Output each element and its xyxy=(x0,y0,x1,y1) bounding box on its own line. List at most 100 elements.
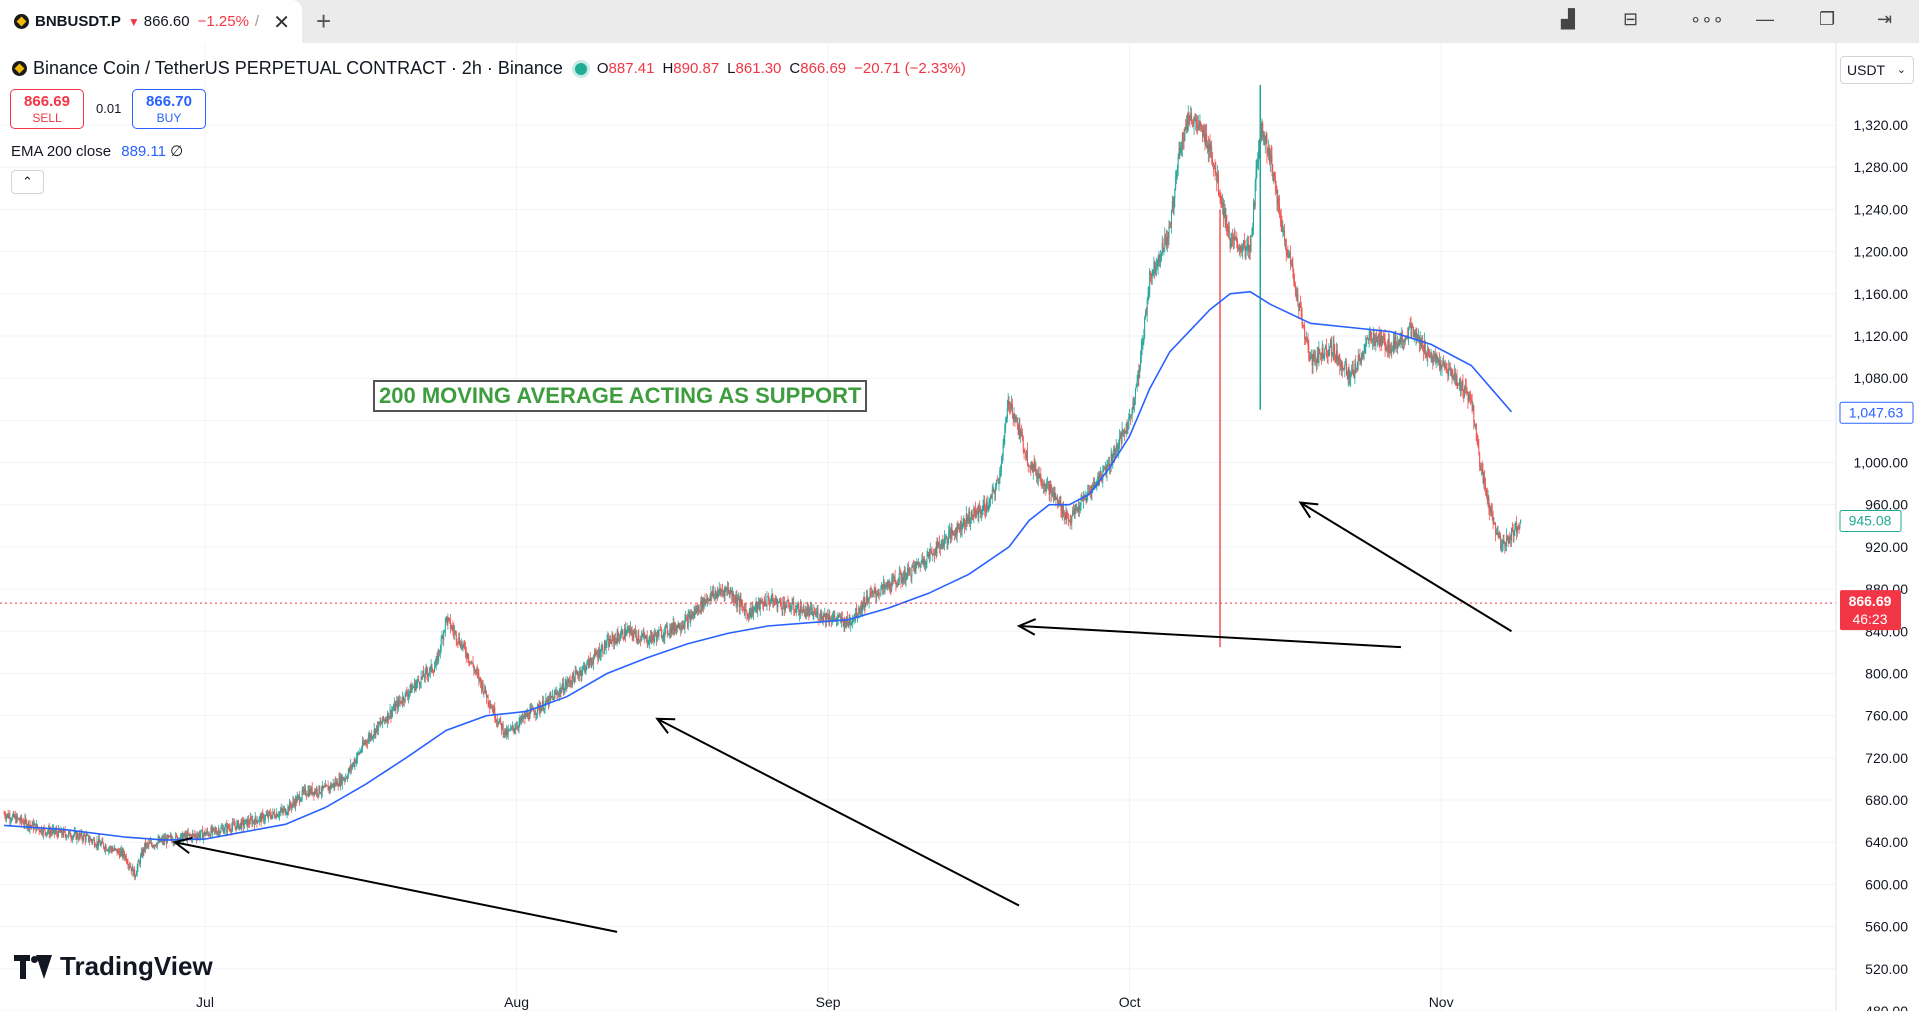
close-tab-icon[interactable]: ✕ xyxy=(273,12,290,34)
candle-body xyxy=(997,480,999,484)
candle-body xyxy=(389,710,391,717)
tab-bnbusdt[interactable]: BNBUSDT.P ▼ 866.60 −1.25% / ✕ xyxy=(0,0,302,43)
price-chart[interactable]: 480.00520.00560.00600.00640.00680.00720.… xyxy=(0,43,1919,1011)
candle-body xyxy=(838,615,840,617)
ema-indicator-legend[interactable]: EMA 200 close 889.11 ∅ xyxy=(11,142,183,160)
candle-body xyxy=(1417,337,1419,340)
candle-body xyxy=(1462,380,1464,393)
candle-body xyxy=(631,629,633,635)
candle-body xyxy=(352,762,354,765)
candle-body xyxy=(6,815,8,819)
arrow-shaft xyxy=(174,841,618,933)
candle-body xyxy=(232,822,234,827)
candle-body xyxy=(1107,464,1109,465)
candle-body xyxy=(839,616,841,618)
candle-body xyxy=(1134,387,1136,398)
candle-body xyxy=(823,613,825,617)
candle-body xyxy=(104,846,106,850)
candle-body xyxy=(1495,533,1497,535)
candle-body xyxy=(1265,134,1267,142)
new-tab-icon[interactable]: + xyxy=(316,6,332,36)
candle-body xyxy=(13,813,15,818)
candle-body xyxy=(1325,345,1327,350)
grid-lines xyxy=(0,43,1836,1011)
candle-body xyxy=(280,808,282,812)
candle-body xyxy=(1119,433,1121,438)
candle-body xyxy=(218,830,220,835)
candle-body xyxy=(337,785,339,787)
candle-body xyxy=(518,722,520,728)
candle-body xyxy=(933,555,935,557)
candle-body xyxy=(232,822,234,824)
candle-body xyxy=(433,671,435,673)
candle-body xyxy=(589,658,591,662)
more-icon[interactable]: ∘∘∘ xyxy=(1690,9,1724,29)
candle-body xyxy=(1222,202,1224,217)
candle-body xyxy=(700,600,702,612)
candle-body xyxy=(529,710,531,719)
candle-body xyxy=(1222,202,1224,207)
candle-body xyxy=(1480,466,1482,470)
candle-body xyxy=(143,848,145,851)
candle-body xyxy=(1139,357,1141,367)
tradingview-logo[interactable]: TradingView xyxy=(14,951,213,982)
candle-body xyxy=(947,539,949,543)
minimize-icon[interactable]: — xyxy=(1756,9,1774,29)
candle-body xyxy=(1244,246,1246,257)
candle-body xyxy=(1206,133,1208,149)
candle-body xyxy=(946,536,948,543)
candle-body xyxy=(541,707,543,712)
candle-body xyxy=(345,777,347,780)
candle-body xyxy=(609,638,611,647)
currency-select[interactable]: USDT ⌄ xyxy=(1840,56,1914,84)
exit-icon[interactable]: ⇥ xyxy=(1877,9,1893,29)
layout-icon[interactable]: ⊟ xyxy=(1623,9,1639,29)
candle-body xyxy=(782,601,784,610)
candle-body xyxy=(19,820,21,822)
candle-body xyxy=(991,489,993,499)
candle-body xyxy=(124,855,126,858)
candle-body xyxy=(464,647,466,654)
collapse-legend-button[interactable]: ⌃ xyxy=(11,170,44,194)
candle-body xyxy=(314,790,316,796)
candle-body xyxy=(640,639,641,641)
candle-body xyxy=(289,802,291,807)
arrow-shaft xyxy=(656,717,1020,907)
candle-body xyxy=(482,683,484,693)
price-tick-label: 520.00 xyxy=(1865,961,1908,977)
candle-body xyxy=(826,613,828,619)
candle-body xyxy=(607,638,609,640)
candle-body xyxy=(1104,468,1106,470)
price-tick-label: 960.00 xyxy=(1865,497,1908,513)
candle-body xyxy=(1438,359,1440,361)
candle-body xyxy=(643,633,645,637)
candle-body xyxy=(1464,386,1466,396)
candle-body xyxy=(1050,484,1052,487)
candle-body xyxy=(274,813,276,817)
candle-body xyxy=(40,828,42,833)
candle-body xyxy=(237,821,239,824)
candle-body xyxy=(1243,240,1245,247)
candle-body xyxy=(1003,436,1005,445)
candle-body xyxy=(802,606,804,614)
candle-body xyxy=(148,842,150,845)
symbol-title[interactable]: Binance Coin / TetherUS PERPETUAL CONTRA… xyxy=(33,58,563,78)
candle-body xyxy=(1170,226,1172,228)
candle-body xyxy=(894,576,896,581)
candle-body xyxy=(1147,295,1149,301)
candle-body xyxy=(654,632,656,637)
candle-body xyxy=(522,717,524,720)
candle-body xyxy=(17,818,19,820)
alerts-icon[interactable]: ▟ xyxy=(1561,9,1575,29)
buy-button[interactable]: 866.70 BUY xyxy=(132,89,206,129)
candle-body xyxy=(1204,134,1206,145)
sell-button[interactable]: 866.69 SELL xyxy=(10,89,84,129)
candle-body xyxy=(787,600,789,602)
candle-body xyxy=(1078,506,1080,510)
restore-icon[interactable]: ❐ xyxy=(1819,9,1836,29)
candle-body xyxy=(1368,334,1370,340)
candle-body xyxy=(806,608,808,616)
candle-body xyxy=(1055,498,1057,500)
candle-body xyxy=(1051,486,1053,496)
candle-body xyxy=(1113,448,1115,458)
